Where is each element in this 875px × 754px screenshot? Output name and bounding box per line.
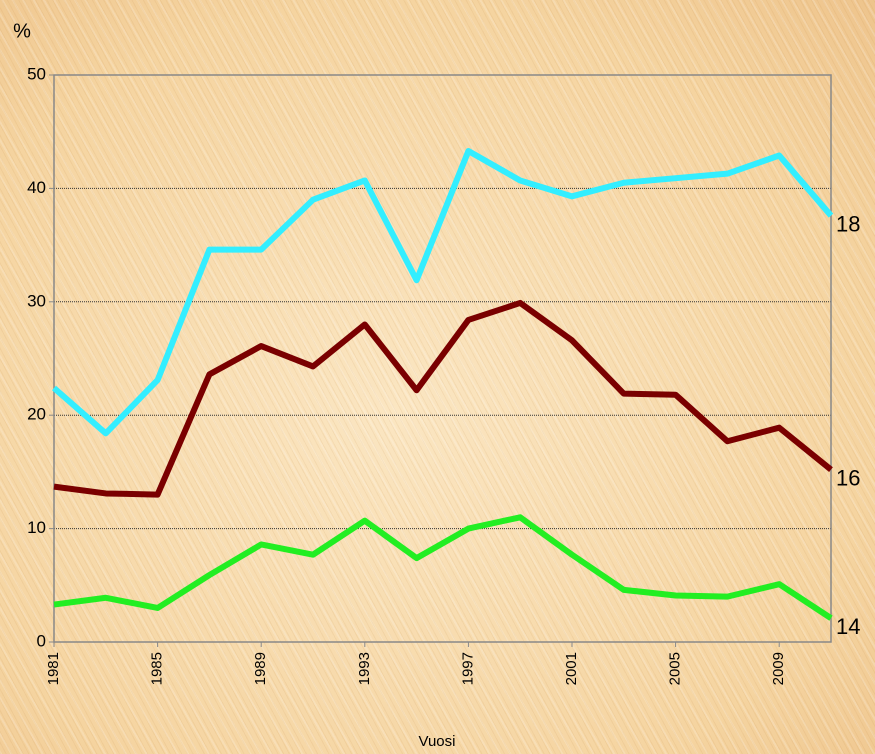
x-tick-label: 2005 (667, 652, 684, 685)
y-tick-label: 40 (27, 178, 46, 197)
y-axis-label: % (13, 20, 31, 42)
x-tick-label: 1989 (252, 652, 269, 685)
x-tick-label: 1997 (459, 652, 476, 685)
x-tick-label: 2009 (770, 652, 787, 685)
series-line (53, 514, 833, 621)
x-tick-label: 1985 (149, 652, 166, 685)
series-line (52, 147, 834, 437)
y-tick-label: 20 (27, 405, 46, 424)
y-tick-label: 50 (27, 64, 46, 83)
x-tick-label: 1981 (45, 652, 62, 685)
y-tick-label: 0 (37, 631, 46, 650)
y-tick-label: 10 (27, 518, 46, 537)
series-end-label: 14 (836, 614, 860, 639)
y-tick-label: 30 (27, 291, 46, 310)
x-axis-label: Vuosi (419, 733, 456, 750)
x-tick-label: 1993 (356, 652, 373, 685)
plot-border (53, 74, 832, 643)
x-tick-label: 2001 (563, 652, 580, 685)
series-end-label: 16 (836, 465, 860, 490)
series-end-label: 18 (836, 211, 860, 236)
series-line (53, 299, 833, 498)
